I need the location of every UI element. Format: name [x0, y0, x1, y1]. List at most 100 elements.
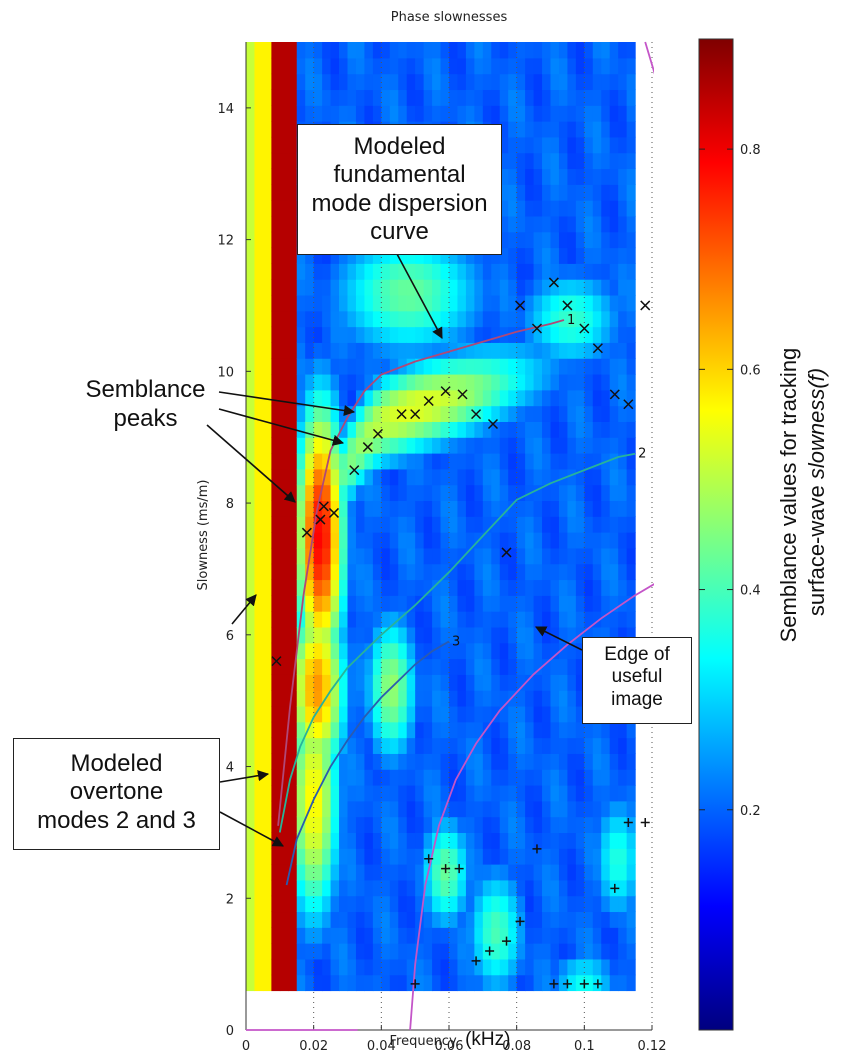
- heatmap-cell: [271, 958, 281, 976]
- heatmap-cell: [313, 927, 323, 944]
- heatmap-cell: [626, 326, 636, 343]
- heatmap-cell: [550, 958, 560, 976]
- x-axis-label-unit: (kHz): [465, 1029, 510, 1050]
- heatmap-cell: [508, 184, 518, 201]
- heatmap-cell: [415, 864, 425, 881]
- heatmap-cell: [330, 310, 340, 328]
- heatmap-cell: [339, 89, 349, 106]
- heatmap-cell: [355, 294, 366, 312]
- x-marker: [315, 514, 326, 525]
- heatmap-cell: [465, 42, 475, 59]
- heatmap-cell: [415, 737, 425, 754]
- heatmap-cell: [575, 405, 585, 422]
- heatmap-cell: [558, 532, 569, 549]
- heatmap-cell: [381, 421, 391, 438]
- heatmap-cell: [499, 89, 509, 106]
- heatmap-cell: [347, 705, 357, 723]
- heatmap-cell: [271, 848, 281, 865]
- x-marker: [318, 501, 329, 512]
- heatmap-cell: [262, 547, 272, 565]
- heatmap-cell: [364, 911, 374, 928]
- heatmap-cell: [440, 373, 450, 391]
- heatmap-cell: [550, 89, 560, 106]
- heatmap-cell: [525, 784, 535, 802]
- heatmap-cell: [288, 484, 298, 502]
- heatmap-cell: [567, 816, 577, 833]
- heatmap-cell: [508, 516, 518, 533]
- heatmap-cell: [508, 468, 518, 486]
- heatmap-cell: [262, 453, 272, 470]
- heatmap-cell: [499, 626, 509, 644]
- heatmap-cell: [601, 231, 611, 249]
- heatmap-cell: [457, 389, 467, 407]
- heatmap-cell: [601, 547, 611, 565]
- heatmap-cell: [381, 279, 391, 296]
- heatmap-cell: [372, 721, 382, 739]
- heatmap-cell: [254, 294, 264, 312]
- heatmap-cell: [609, 611, 619, 628]
- heatmap-cell: [381, 89, 391, 106]
- heatmap-cell: [339, 468, 349, 486]
- heatmap-cell: [364, 737, 374, 754]
- heatmap-cell: [618, 721, 628, 739]
- heatmap-cell: [482, 879, 492, 897]
- heatmap-cell: [313, 516, 323, 533]
- heatmap-cell: [592, 358, 602, 375]
- heatmap-cell: [474, 674, 484, 691]
- heatmap-cell: [322, 958, 332, 976]
- heatmap-cell: [440, 57, 450, 75]
- heatmap-cell: [525, 895, 535, 913]
- heatmap-cell: [601, 721, 611, 739]
- heatmap-cell: [440, 658, 450, 675]
- heatmap-cell: [584, 405, 594, 422]
- heatmap-cell: [372, 832, 382, 849]
- heatmap-cell: [372, 848, 382, 865]
- heatmap-cell: [355, 516, 366, 533]
- heatmap-cell: [567, 532, 577, 549]
- heatmap-cell: [423, 516, 433, 533]
- heatmap-cell: [592, 547, 602, 565]
- heatmap-cell: [355, 247, 366, 264]
- heatmap-cell: [440, 753, 450, 770]
- heatmap-cell: [525, 247, 535, 264]
- overtone-modes-callout: Modeled overtone modes 2 and 3: [13, 738, 220, 850]
- heatmap-cell: [626, 57, 636, 75]
- heatmap-cell: [558, 373, 569, 391]
- heatmap-cell: [305, 690, 315, 707]
- heatmap-cell: [626, 816, 636, 833]
- heatmap-cell: [432, 437, 442, 454]
- heatmap-cell: [542, 263, 552, 280]
- heatmap-cell: [246, 105, 256, 122]
- heatmap-cell: [542, 579, 552, 596]
- heatmap-cell: [364, 958, 374, 976]
- heatmap-cell: [457, 358, 467, 375]
- x-marker: [440, 386, 451, 397]
- heatmap-cell: [601, 358, 611, 375]
- heatmap-cell: [415, 832, 425, 849]
- heatmap-cell: [609, 816, 619, 833]
- heatmap-cell: [575, 42, 585, 59]
- heatmap-cell: [618, 864, 628, 881]
- heatmap-cell: [626, 579, 636, 596]
- heatmap-cell: [246, 832, 256, 849]
- heatmap-cell: [457, 294, 467, 312]
- heatmap-cell: [449, 816, 459, 833]
- heatmap-cell: [474, 737, 484, 754]
- x-marker: [548, 277, 559, 288]
- heatmap-cell: [305, 57, 315, 75]
- heatmap-cell: [626, 231, 636, 249]
- plus-marker: [610, 883, 620, 893]
- heatmap-cell: [482, 532, 492, 549]
- heatmap-cell: [499, 358, 509, 375]
- heatmap-cell: [254, 500, 264, 517]
- heatmap-cell: [626, 405, 636, 422]
- heatmap-cell: [558, 800, 569, 818]
- heatmap-cell: [389, 73, 399, 91]
- heatmap-cell: [550, 927, 560, 944]
- heatmap-cell: [609, 753, 619, 770]
- heatmap-cell: [558, 769, 569, 786]
- heatmap-cell: [550, 42, 560, 59]
- heatmap-cell: [575, 484, 585, 502]
- heatmap-cell: [279, 532, 289, 549]
- heatmap-cell: [305, 532, 315, 549]
